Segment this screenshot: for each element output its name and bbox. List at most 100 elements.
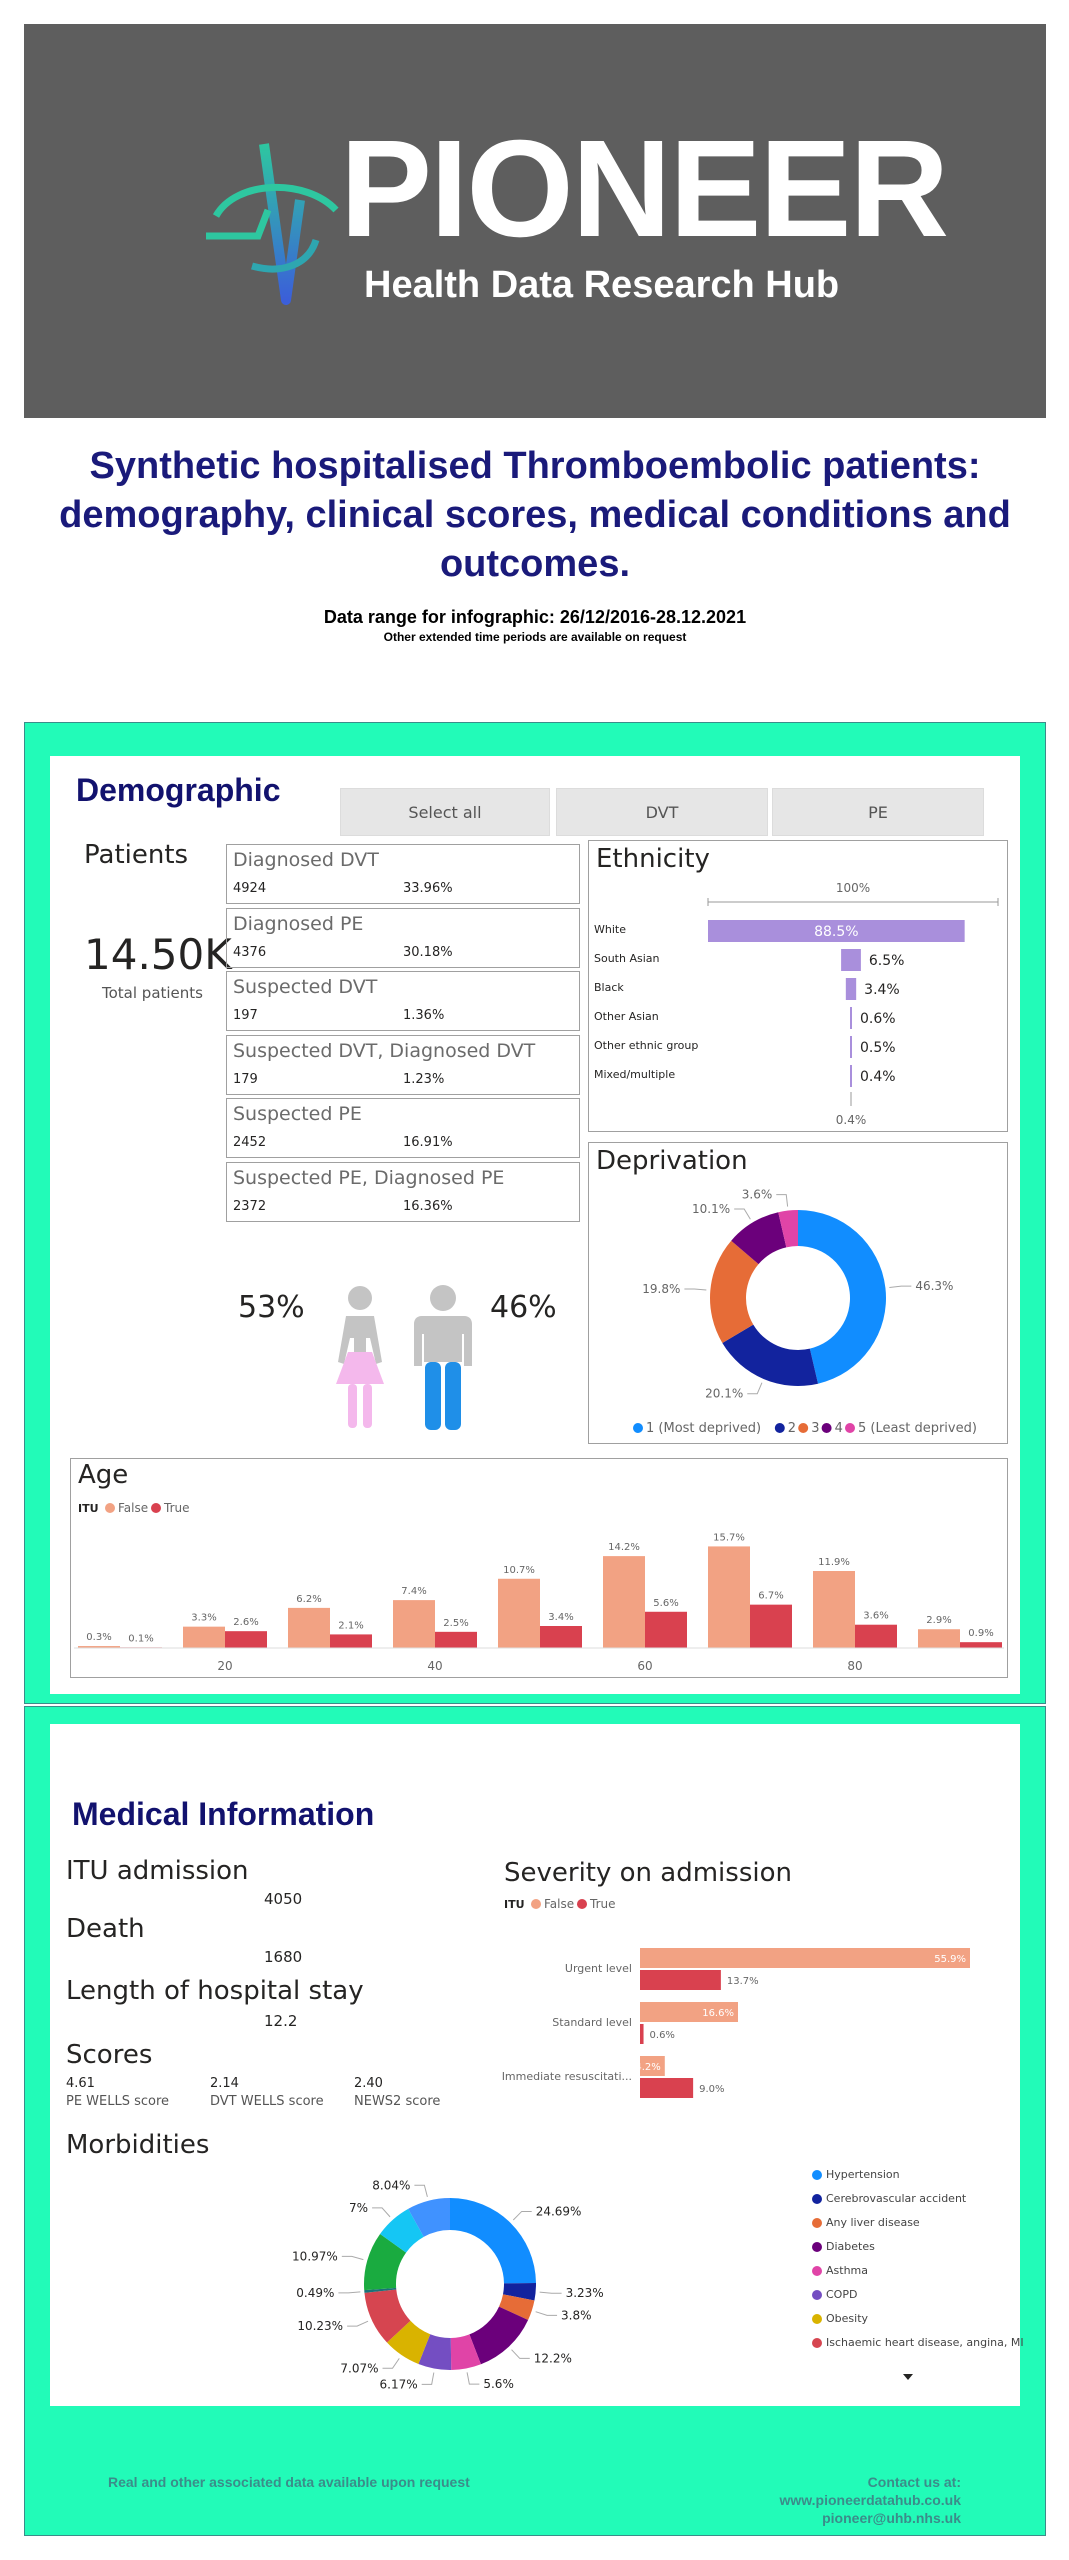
total-patients-value: 14.50K [84, 930, 232, 979]
patient-box-label: Suspected DVT, Diagnosed DVT [233, 1040, 536, 1062]
patient-box-diagnosed-pe: Diagnosed PE 4376 30.18% [226, 908, 580, 968]
deprivation-chart: 46.3% 20.1% 19.8% 10.1% 3.6% 1 (Most deprived… [633, 1188, 977, 1436]
morbidities-data-label: 5.6% [483, 2377, 513, 2391]
morbidities-leader-line [347, 2320, 369, 2327]
deprivation-legend-label: 2 [788, 1421, 796, 1436]
age-tick-label: 20 [217, 1659, 232, 1673]
age-data-label: 2.9% [926, 1615, 951, 1626]
morbidities-slice [450, 2334, 481, 2370]
patient-box-pct: 1.23% [403, 1072, 445, 1087]
age-bar-false [393, 1600, 435, 1648]
age-bar-true [855, 1624, 897, 1648]
age-bar-true [330, 1634, 372, 1648]
morbidities-slice [469, 2306, 529, 2365]
ethnicity-category-label: South Asian [594, 952, 660, 965]
death-value: 1680 [264, 1948, 303, 1966]
morbidities-leader-line [414, 2184, 428, 2198]
morbidities-slice [450, 2198, 536, 2284]
deprivation-data-label: 10.1% [692, 1202, 730, 1216]
severity-category-label: Immediate resuscitati... [502, 2070, 632, 2083]
severity-data-label: 16.6% [702, 2008, 734, 2019]
morbidities-leader-line [466, 2372, 480, 2385]
severity-legend-dot-false [531, 1899, 541, 1909]
ethnicity-data-label: 88.5% [814, 924, 858, 940]
footer-email-link[interactable]: pioneer@uhb.nhs.uk [822, 2510, 961, 2526]
age-bar-true [225, 1631, 267, 1648]
age-legend-dot-false [105, 1503, 115, 1513]
deprivation-legend-dot [845, 1423, 855, 1433]
ethnicity-data-label: 0.4% [860, 1069, 896, 1085]
ethnicity-bar [850, 1065, 852, 1087]
age-data-label: 6.7% [758, 1591, 783, 1602]
slicer-dvt[interactable]: DVT [556, 788, 768, 836]
male-figure-icon [414, 1285, 472, 1430]
age-tick-label: 80 [847, 1659, 862, 1673]
deprivation-legend-dot [798, 1423, 809, 1433]
morbidities-data-label: 7% [349, 2201, 368, 2215]
footer-website-link[interactable]: www.pioneerdatahub.co.uk [779, 2492, 961, 2508]
morbidities-title: Morbidities [66, 2130, 210, 2160]
morbidity-legend-label: Ischaemic heart disease, angina, MI [826, 2336, 1024, 2349]
slicer-pe[interactable]: PE [772, 788, 984, 836]
ethnicity-scale-label: 100% [836, 881, 870, 895]
age-data-label: 2.5% [443, 1618, 468, 1629]
scores-label: Scores [66, 2040, 153, 2070]
age-bar-false [183, 1626, 225, 1648]
patient-box-pct: 33.96% [403, 881, 453, 896]
death-label: Death [66, 1914, 145, 1944]
pe-wells-value: 4.61 [66, 2076, 95, 2091]
severity-data-label: 4.2% [635, 2062, 660, 2073]
severity-category-label: Standard level [552, 2016, 632, 2029]
age-data-label: 3.4% [548, 1612, 573, 1623]
morbidities-leader-line [539, 2291, 562, 2294]
morbidity-legend-item: COPD [812, 2288, 1024, 2312]
slicer-select-all[interactable]: Select all [340, 788, 550, 836]
age-bar-false [813, 1571, 855, 1648]
itu-admission-value: 4050 [264, 1890, 303, 1908]
age-data-label: 0.1% [128, 1633, 153, 1644]
age-bar-false [603, 1556, 645, 1648]
patient-box-label: Diagnosed DVT [233, 849, 379, 871]
legend-scroll-down-icon[interactable] [902, 2372, 914, 2382]
length-of-stay-value: 12.2 [264, 2012, 298, 2030]
age-data-label: 11.9% [818, 1557, 850, 1568]
deprivation-leader-line [747, 1382, 763, 1395]
age-bar-true [540, 1626, 582, 1648]
deprivation-data-label: 20.1% [705, 1387, 743, 1401]
ethnicity-data-label: 0.6% [860, 1011, 896, 1027]
morbidity-legend-label: Cerebrovascular accident [826, 2192, 967, 2205]
news2-value: 2.40 [354, 2076, 383, 2091]
footer-note: Real and other associated data available… [108, 2474, 470, 2490]
morbidities-slice [364, 2233, 407, 2291]
ethnicity-chart: 100% White 88.5% South Asian 6.5% Black 3.4% Ot… [594, 881, 999, 1127]
morbidities-data-label: 8.04% [372, 2178, 410, 2192]
morbidity-legend-item: Hypertension [812, 2168, 1024, 2192]
deprivation-slice [778, 1210, 798, 1248]
patient-box-count: 179 [233, 1072, 258, 1087]
morbidity-legend-label: COPD [826, 2288, 858, 2301]
age-data-label: 6.2% [296, 1594, 321, 1605]
demographic-title: Demographic [76, 772, 281, 808]
age-data-label: 2.6% [233, 1617, 258, 1628]
pe-wells-label: PE WELLS score [66, 2094, 170, 2109]
age-bar-false [78, 1646, 120, 1648]
deprivation-title: Deprivation [596, 1146, 748, 1176]
female-pct: 53% [238, 1290, 305, 1325]
logo-subtitle: Health Data Research Hub [364, 264, 840, 306]
age-bar-false [498, 1578, 540, 1648]
deprivation-leader-line [684, 1288, 707, 1291]
deprivation-data-label: 19.8% [642, 1282, 680, 1296]
patient-box-pct: 16.91% [403, 1135, 453, 1150]
age-data-label: 2.1% [338, 1620, 363, 1631]
age-bar-false [918, 1629, 960, 1648]
age-legend-label-true: True [163, 1501, 190, 1515]
morbidities-data-label: 0.49% [296, 2286, 334, 2300]
ethnicity-bar [845, 978, 857, 1000]
severity-bar-false [640, 2056, 665, 2076]
morbidity-legend-label: Obesity [826, 2312, 869, 2325]
age-data-label: 0.9% [968, 1628, 993, 1639]
ethnicity-category-label: Black [594, 981, 624, 994]
pioneer-logo-icon [206, 143, 339, 305]
age-bar-false [708, 1546, 750, 1648]
patient-box-label: Diagnosed PE [233, 913, 364, 935]
